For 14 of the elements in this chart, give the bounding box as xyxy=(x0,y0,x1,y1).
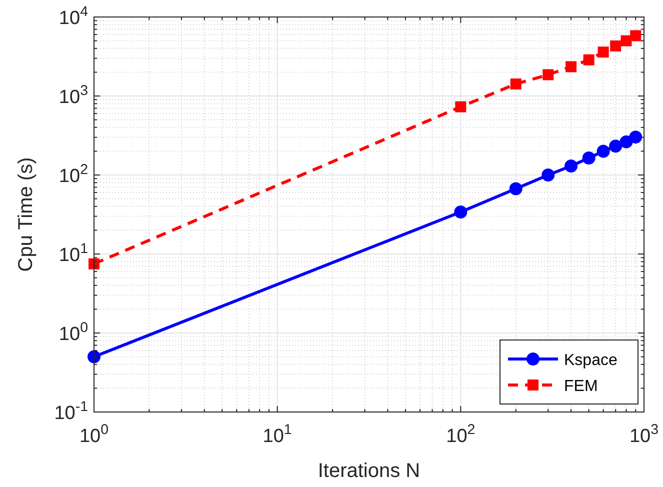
legend-label: FEM xyxy=(564,378,598,395)
legend-label: Kspace xyxy=(564,352,618,369)
y-tick-label: 10$^{4}$ xyxy=(58,4,88,29)
x-tick-label: 10$^{2}$ xyxy=(446,422,476,447)
x-tick-label: 10$^{1}$ xyxy=(262,422,292,447)
y-axis-title: Cpu Time (s) xyxy=(15,157,37,272)
y-tick-label: 10$^{2}$ xyxy=(58,162,88,187)
y-tick-label: 10$^{1}$ xyxy=(58,241,88,266)
x-tick-label: 10$^{3}$ xyxy=(629,422,659,447)
x-tick-label: 10$^{0}$ xyxy=(79,422,109,447)
y-tick-label: 10$^{0}$ xyxy=(58,320,88,345)
x-axis-title: Iterations N xyxy=(318,460,420,482)
y-tick-label: 10$^{-1}$ xyxy=(54,399,88,424)
y-tick-label: 10$^{3}$ xyxy=(58,83,88,108)
